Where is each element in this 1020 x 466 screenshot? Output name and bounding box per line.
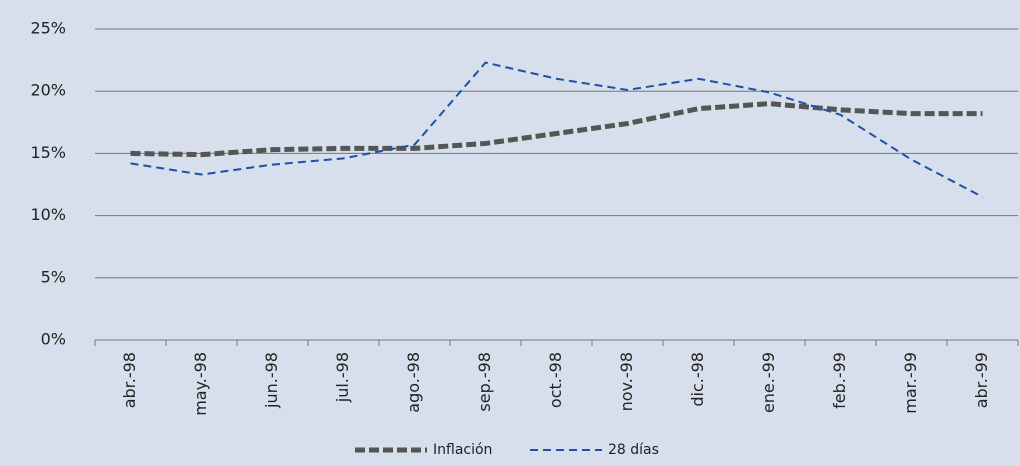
x-tick-label: sep.-98 [475, 352, 494, 412]
series-line [130, 61, 983, 198]
y-tick-label: 0% [41, 330, 66, 349]
y-tick-label: 25% [30, 19, 66, 38]
x-tick-label: mar.-99 [901, 352, 920, 414]
x-tick-label: dic.-98 [688, 352, 707, 407]
x-tick-label: nov.-98 [617, 352, 636, 411]
x-tick-label: oct.-98 [546, 352, 565, 408]
legend-label: 28 días [608, 442, 659, 458]
y-tick-label: 10% [30, 205, 66, 224]
x-tick-label: jun.-98 [262, 352, 281, 409]
x-tick-label: feb.-99 [830, 352, 849, 409]
y-tick-label: 15% [30, 143, 66, 162]
x-tick-label: ene.-99 [759, 352, 778, 413]
x-tick-label: abr.-98 [120, 352, 139, 408]
x-tick-label: ago.-98 [404, 352, 423, 413]
y-tick-label: 5% [41, 267, 66, 286]
series-line [130, 101, 983, 158]
legend-label: Inflación [433, 442, 492, 458]
x-tick-label: may.-98 [191, 352, 210, 416]
x-tick-label: jul.-98 [333, 352, 352, 403]
x-tick-label: abr.-99 [972, 352, 991, 408]
y-tick-label: 20% [30, 81, 66, 100]
